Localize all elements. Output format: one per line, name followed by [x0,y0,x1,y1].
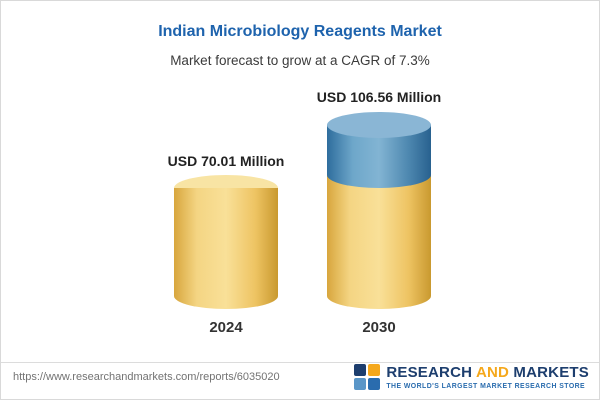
researchandmarkets-logo: RESEARCH AND MARKETS THE WORLD'S LARGEST… [354,364,589,390]
bar-2030-cylinder [327,112,431,309]
bar-2030-top-cap [327,112,431,138]
logo-tagline: THE WORLD'S LARGEST MARKET RESEARCH STOR… [386,382,586,390]
footer-divider [1,362,599,363]
bar-2024-cylinder [174,175,278,309]
value-label-2030: USD 106.56 Million [316,89,442,105]
bar-2030-base-segment [327,175,431,309]
researchandmarkets-logo-icon [354,364,381,390]
chart-title: Indian Microbiology Reagents Market [158,23,442,40]
logo-word-markets: MARKETS [513,363,589,381]
report-url: https://www.researchandmarkets.com/repor… [13,371,280,383]
bar-2024-segment [174,188,278,309]
value-label-2024: USD 70.01 Million [167,153,285,169]
logo-text: RESEARCH AND MARKETS THE WORLD'S LARGEST… [386,363,589,390]
logo-word-and: AND [472,363,514,381]
axis-label-2030: 2030 [362,319,396,336]
logo-word-research: RESEARCH [386,363,473,381]
logo-wordmark: RESEARCH AND MARKETS [386,363,589,381]
chart-subtitle: Market forecast to grow at a CAGR of 7.3… [170,53,430,68]
axis-label-2024: 2024 [209,319,243,336]
